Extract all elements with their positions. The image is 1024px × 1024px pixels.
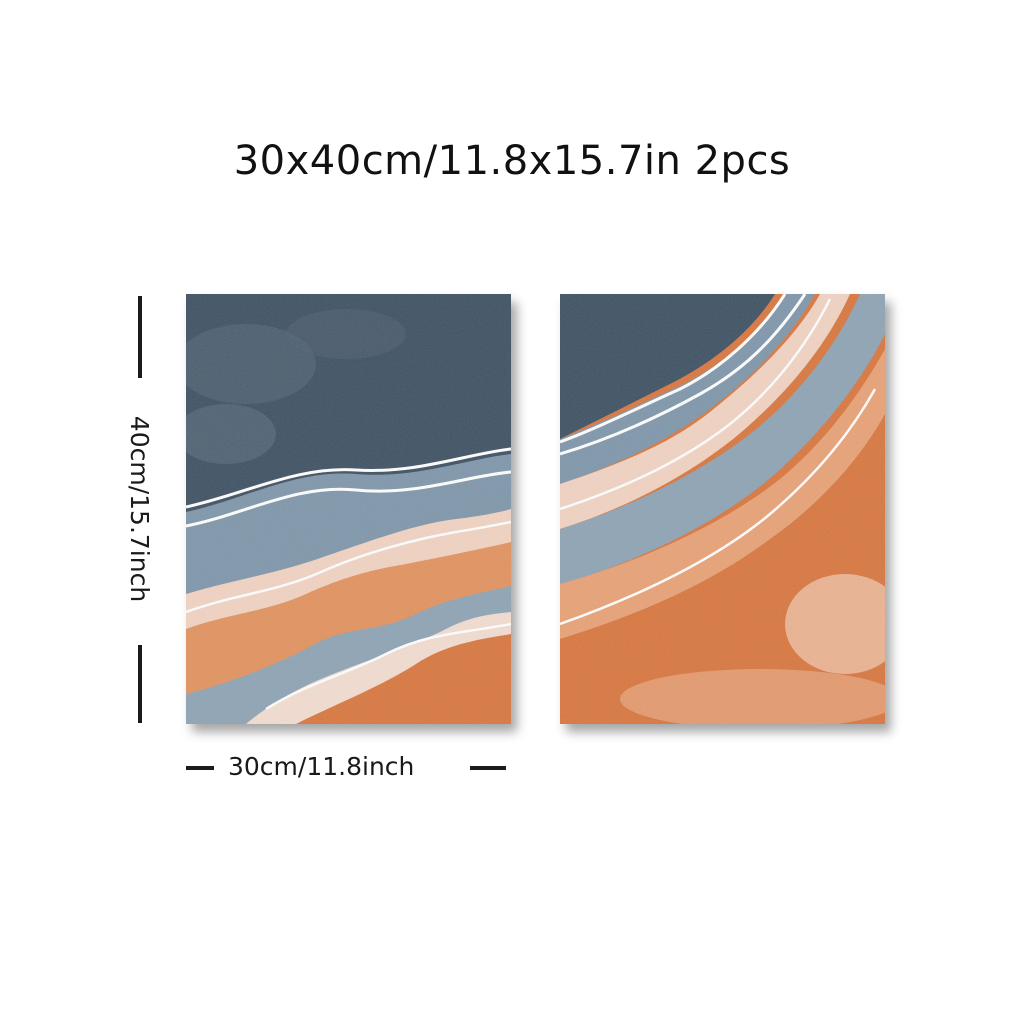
width-marker-left: [186, 766, 214, 770]
height-marker-bottom: [138, 645, 142, 723]
width-label: 30cm/11.8inch: [228, 752, 415, 781]
right-abstract-wave-art: [560, 294, 885, 724]
product-size-title: 30x40cm/11.8x15.7in 2pcs: [233, 138, 791, 184]
width-marker-right: [470, 766, 506, 770]
left-abstract-wave-art: [186, 294, 511, 724]
height-marker-top: [138, 296, 142, 378]
right-canvas-panel: [560, 294, 885, 724]
left-canvas-panel: [186, 294, 511, 724]
height-label: 40cm/15.7inch: [125, 415, 154, 603]
